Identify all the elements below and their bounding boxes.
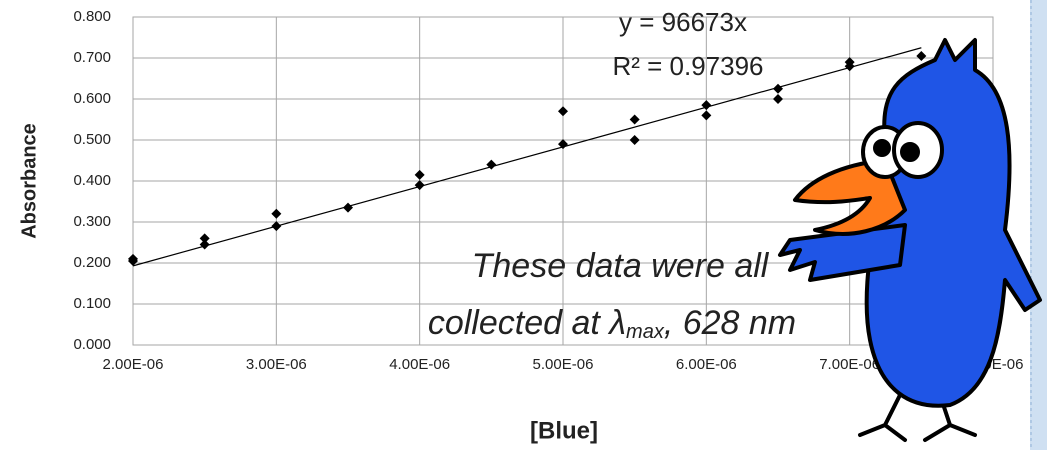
data-point xyxy=(629,135,640,145)
note-text-end: , 628 nm xyxy=(664,304,796,342)
data-point xyxy=(414,169,425,180)
y-tick-label: 0.200 xyxy=(73,254,111,271)
x-tick-label: 3.00E-06 xyxy=(246,356,307,373)
y-tick-label: 0.300 xyxy=(73,213,111,230)
data-point xyxy=(199,239,210,250)
data-point xyxy=(486,159,497,170)
y-tick-label: 0.400 xyxy=(73,172,111,189)
data-point xyxy=(128,255,138,266)
x-tick-label: 5.00E-06 xyxy=(533,356,594,373)
data-point xyxy=(701,100,712,111)
x-axis-title: [Blue] xyxy=(530,417,598,444)
note-subscript: max xyxy=(626,321,665,343)
y-tick-label: 0.500 xyxy=(73,131,111,148)
y-tick-label: 0.600 xyxy=(73,90,111,107)
y-tick-label: 0.100 xyxy=(73,295,111,312)
data-point xyxy=(701,110,712,121)
equation: y = 96673x xyxy=(619,7,747,37)
data-point xyxy=(558,106,568,117)
y-tick-label: 0.700 xyxy=(73,49,111,66)
data-point xyxy=(271,221,282,232)
note-line-2: collected at λmax, 628 nm xyxy=(428,304,796,343)
data-point xyxy=(629,114,640,125)
data-point xyxy=(773,94,783,104)
y-tick-label: 0.800 xyxy=(73,8,111,25)
data-point xyxy=(414,180,425,191)
r-squared: R² = 0.97396 xyxy=(612,51,763,81)
data-point xyxy=(916,50,927,61)
data-point xyxy=(844,61,855,72)
data-point xyxy=(343,202,353,213)
data-point xyxy=(773,83,783,94)
x-tick-label: 2.00E-06 xyxy=(103,356,164,373)
x-tick-label: 7.00E-06 xyxy=(819,356,880,373)
cartoon-bird xyxy=(778,38,1042,442)
x-tick-label: 4.00E-06 xyxy=(389,356,450,373)
y-axis-title: Absorbance xyxy=(18,123,40,239)
data-point xyxy=(271,208,282,219)
trendline xyxy=(132,47,922,267)
data-point xyxy=(199,233,210,244)
side-strip xyxy=(1030,0,1047,450)
x-tick-label: 6.00E-06 xyxy=(676,356,737,373)
data-point xyxy=(558,139,568,150)
note-line-1: These data were all xyxy=(472,247,770,285)
y-tick-label: 0.000 xyxy=(73,336,111,353)
note-text: collected at λ xyxy=(428,304,626,342)
